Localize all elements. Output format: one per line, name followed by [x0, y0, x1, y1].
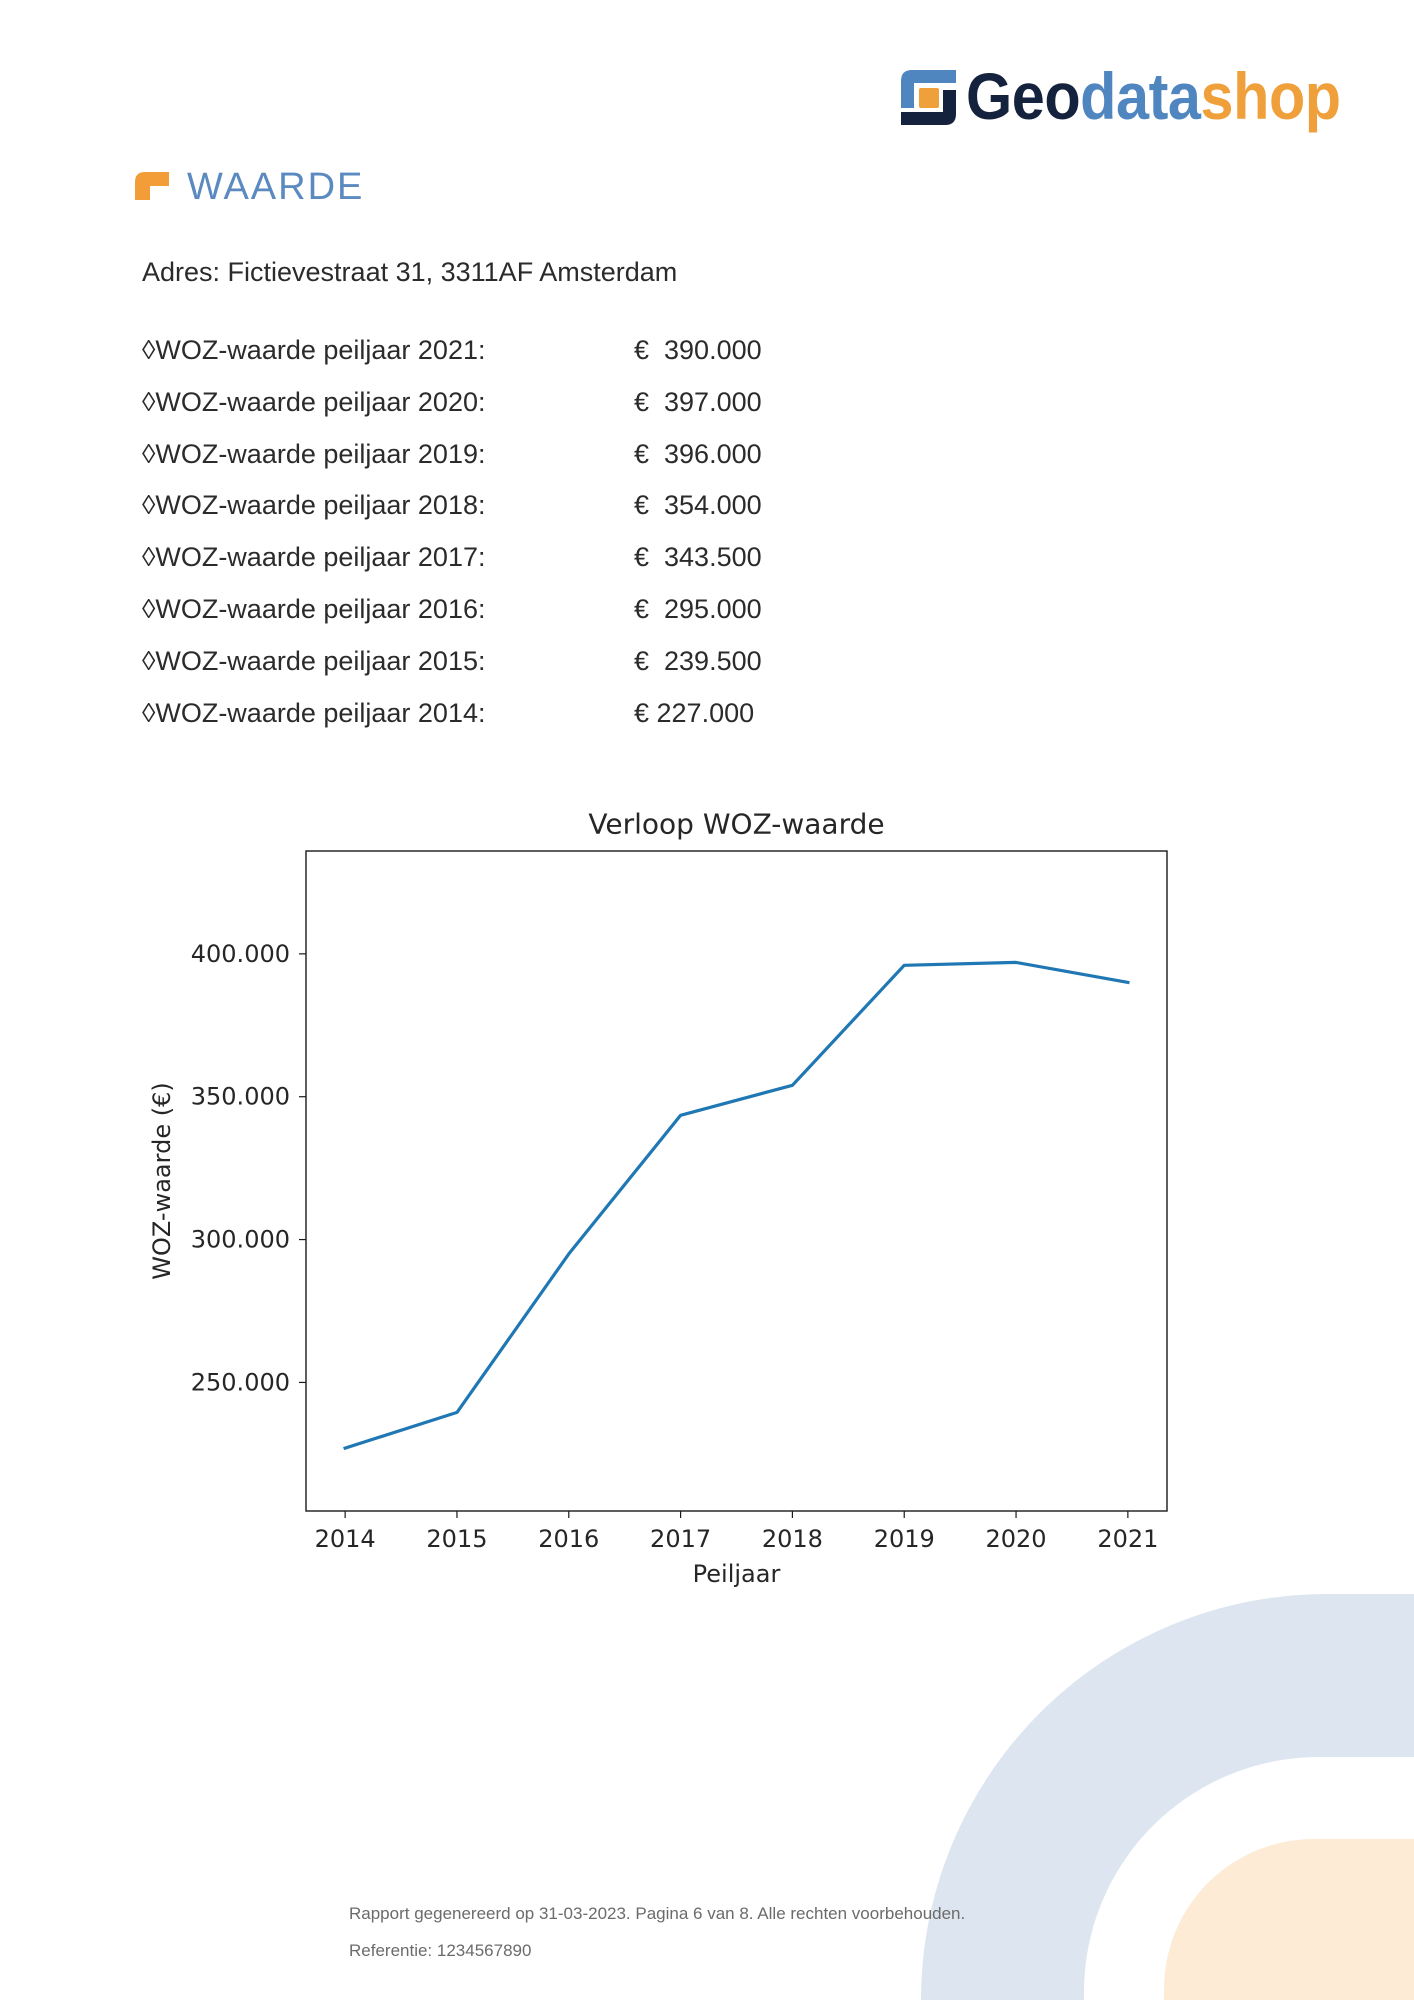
woz-row-value: € 239.500 — [634, 645, 762, 676]
brand-wordmark: Geodatashop — [966, 63, 1341, 129]
woz-row-value: € 354.000 — [634, 490, 762, 521]
x-tick-label: 2015 — [426, 1525, 487, 1553]
brand-word-data: data — [1080, 59, 1201, 133]
geodatashop-logo-icon — [901, 70, 956, 125]
x-tick-label: 2017 — [650, 1525, 711, 1553]
woz-row-label: ◊WOZ-waarde peiljaar 2020: — [142, 386, 486, 417]
woz-row-label: ◊WOZ-waarde peiljaar 2019: — [142, 438, 486, 469]
x-tick-label: 2019 — [874, 1525, 935, 1553]
x-tick-label: 2020 — [986, 1525, 1047, 1553]
woz-row-value: € 390.000 — [634, 335, 762, 365]
woz-row-value: € 397.000 — [634, 386, 762, 417]
x-tick-label: 2021 — [1097, 1525, 1158, 1553]
x-tick-label: 2016 — [538, 1525, 599, 1553]
woz-row: ◊WOZ-waarde peiljaar 2019: € 396.000 — [142, 429, 842, 481]
footer-generated-line: Rapport gegenereerd op 31-03-2023. Pagin… — [349, 1904, 966, 1923]
section-corner-icon — [135, 172, 169, 200]
woz-row-value: € 396.000 — [634, 438, 762, 469]
y-tick-label: 400.000 — [191, 940, 290, 968]
woz-row: ◊WOZ-waarde peiljaar 2020: € 397.000 — [142, 377, 842, 429]
woz-row-label: ◊WOZ-waarde peiljaar 2017: — [142, 542, 486, 573]
footer-reference-line: Referentie: 1234567890 — [349, 1941, 532, 1960]
woz-row: ◊WOZ-waarde peiljaar 2018: € 354.000 — [142, 480, 842, 532]
brand-word-shop: shop — [1200, 59, 1342, 133]
woz-row: ◊WOZ-waarde peiljaar 2017: € 343.500 — [142, 532, 842, 584]
woz-line-chart: Verloop WOZ-waarde 2014 2015 2016 2017 2018 2… — [148, 808, 1168, 1588]
y-axis-label: WOZ-waarde (€) — [148, 1082, 176, 1279]
woz-row-label: ◊WOZ-waarde peiljaar 2018: — [142, 490, 486, 521]
brand-word-geo: Geo — [966, 59, 1081, 133]
page-footer: Rapport gegenereerd op 31-03-2023. Pagin… — [349, 1902, 965, 1976]
chart-title: Verloop WOZ-waarde — [588, 808, 884, 841]
y-tick-label: 250.000 — [191, 1368, 290, 1396]
woz-row-label: ◊WOZ-waarde peiljaar 2014: — [142, 697, 486, 728]
woz-row-label: ◊WOZ-waarde peiljaar 2015: — [142, 645, 486, 676]
woz-row-value: € 343.500 — [634, 542, 762, 573]
woz-row: ◊WOZ-waarde peiljaar 2015: € 239.500 — [142, 636, 842, 688]
y-tick-label: 350.000 — [191, 1083, 290, 1111]
plot-area-frame — [305, 850, 1168, 1512]
woz-series-line — [343, 960, 1130, 1451]
woz-value-list: ◊WOZ-waarde peiljaar 2021: € 390.000 ◊WO… — [142, 325, 842, 739]
x-tick-label: 2014 — [315, 1525, 376, 1553]
woz-row-label: ◊WOZ-waarde peiljaar 2016: — [142, 593, 486, 624]
x-axis-label: Peiljaar — [693, 1560, 781, 1588]
section-title: WAARDE — [187, 166, 365, 208]
x-tick-label: 2018 — [762, 1525, 823, 1553]
woz-row: ◊WOZ-waarde peiljaar 2016: € 295.000 — [142, 584, 842, 636]
woz-row: ◊WOZ-waarde peiljaar 2021: € 390.000 — [142, 325, 842, 377]
woz-row: ◊WOZ-waarde peiljaar 2014: € 227.000 — [142, 688, 842, 740]
chart-marks: 2014 2015 2016 2017 2018 2019 2020 2021 250.000 3… — [191, 940, 1159, 1553]
y-tick-label: 300.000 — [191, 1226, 290, 1254]
address-line: Adres: Fictievestraat 31, 3311AF Amsterd… — [142, 257, 678, 287]
woz-row-value: € 227.000 — [634, 697, 755, 728]
woz-row-value: € 295.000 — [634, 593, 762, 624]
woz-row-label: ◊WOZ-waarde peiljaar 2021: — [142, 335, 486, 365]
